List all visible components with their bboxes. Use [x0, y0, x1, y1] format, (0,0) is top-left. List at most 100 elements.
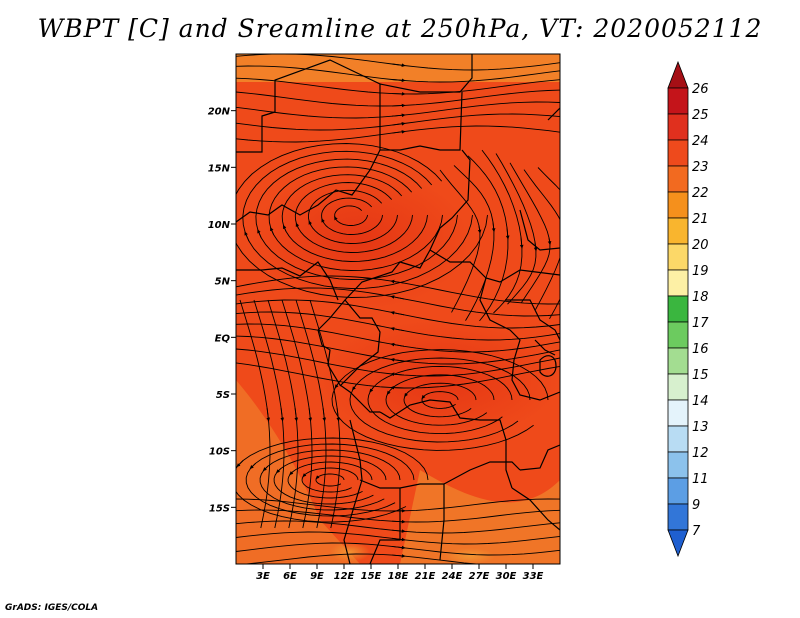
wbpt-field-southeast-band	[400, 470, 560, 564]
colorbar-segment	[667, 529, 689, 558]
streamline-arrow	[404, 392, 408, 398]
colorbar-label: 7	[692, 524, 701, 539]
streamline-arrow	[391, 554, 406, 558]
colorbar-label: 16	[692, 342, 709, 357]
streamline-arrow	[275, 468, 281, 474]
lon-tick-label: 15E	[361, 571, 382, 582]
lat-tick-label: 5N	[215, 277, 231, 288]
streamline-arrow	[315, 475, 320, 480]
colorbar-label: 12	[692, 446, 709, 461]
streamline-arrow	[257, 229, 262, 238]
colorbar-segment	[667, 295, 689, 323]
lon-tick-label: 33E	[523, 571, 544, 582]
streamline-arrow	[563, 228, 564, 234]
streamline-arrow	[491, 222, 496, 233]
colorbar-segment	[667, 139, 689, 167]
colorbar-segment	[667, 269, 689, 297]
streamline-arrow	[519, 237, 524, 249]
latitude-axis: 20N 15N 10N 5N EQ 5S 10S 15S	[208, 107, 236, 514]
streamline-arrow	[334, 216, 338, 221]
lon-tick-label: 12E	[334, 571, 355, 582]
streamline	[523, 169, 560, 310]
streamline-arrow	[390, 311, 405, 316]
grads-credit: GrADS: IGES/COLA	[5, 603, 99, 613]
streamline-arrow	[391, 113, 406, 118]
lat-tick-label: 10N	[208, 220, 231, 231]
streamline-arrow	[505, 227, 510, 240]
streamline-arrow	[547, 237, 552, 246]
colorbar-segment	[667, 451, 689, 479]
colorbar-label: 23	[692, 160, 709, 175]
country-borders	[236, 54, 560, 564]
streamline-arrow	[390, 342, 405, 347]
lon-tick-label: 30E	[496, 571, 517, 582]
colorbar-segment	[667, 191, 689, 219]
lat-tick-label: 15N	[208, 163, 231, 174]
colorbar-label: 11	[692, 472, 709, 487]
streamline-arrow	[295, 222, 300, 229]
streamline-arrow	[321, 218, 325, 223]
colorbar-segment	[667, 347, 689, 375]
lat-tick-label: EQ	[215, 333, 231, 344]
streamline-arrow	[391, 78, 406, 83]
colorbar-segment	[667, 113, 689, 141]
streamline-arrow	[294, 407, 299, 422]
lon-tick-label: 3E	[256, 571, 270, 582]
streamline-arrow	[391, 103, 406, 108]
streamline-arrow	[391, 529, 406, 533]
colorbar-segment	[667, 399, 689, 427]
lat-tick-label: 10S	[209, 447, 230, 458]
streamline-arrow	[244, 231, 250, 242]
streamline-arrow	[390, 358, 405, 362]
streamline-arrow	[352, 384, 357, 391]
streamline-arrow	[262, 465, 269, 472]
streamline-arrow	[334, 380, 341, 389]
streamline-arrow	[280, 407, 285, 422]
longitude-axis: 3E 6E 9E 12E 15E 18E 21E 24E 27E 30E 33E	[256, 564, 544, 582]
colorbar-label: 18	[692, 290, 709, 305]
streamline-arrow	[302, 473, 307, 478]
colorbar-label: 21	[692, 212, 709, 227]
streamline-arrow	[386, 390, 391, 395]
streamline-arrow	[289, 471, 294, 476]
colorbar-segment	[667, 87, 689, 115]
streamlines	[236, 54, 578, 564]
colorbar-label: 15	[692, 368, 709, 383]
colorbar: 26 25 24 23 22 21 20 19 18 17 16 15 14 13 12 11 9 7	[667, 60, 709, 558]
streamline-arrow	[477, 225, 482, 234]
colorbar-segment	[667, 373, 689, 401]
lon-tick-label: 18E	[388, 571, 409, 582]
streamline-arrow	[308, 220, 312, 226]
colorbar-label: 24	[692, 134, 709, 149]
wbpt-field-south-band	[236, 380, 360, 564]
lat-tick-label: 15S	[209, 503, 230, 514]
colorbar-segment	[667, 477, 689, 505]
colorbar-label: 9	[692, 498, 700, 513]
colorbar-segment	[667, 243, 689, 271]
colorbar-label: 22	[692, 186, 709, 201]
colorbar-label: 17	[692, 316, 709, 331]
streamline-arrow	[336, 407, 341, 422]
streamline	[236, 143, 488, 298]
streamline-arrow	[390, 327, 405, 332]
colorbar-label: 14	[692, 394, 709, 409]
streamline-arrow	[369, 387, 374, 393]
colorbar-segment	[667, 60, 689, 89]
colorbar-segment	[667, 425, 689, 453]
map-plot-area	[236, 54, 578, 564]
streamline-arrow	[391, 519, 406, 524]
wbpt-field-coolspot	[330, 542, 370, 562]
lon-tick-label: 6E	[283, 571, 297, 582]
streamline	[537, 167, 560, 320]
lon-tick-label: 24E	[442, 571, 463, 582]
streamline-arrow	[391, 63, 406, 68]
lon-tick-label: 21E	[415, 571, 436, 582]
colorbar-label: 13	[692, 420, 709, 435]
streamline-arrow	[390, 279, 405, 284]
wbpt-field-hotspot	[250, 170, 470, 310]
streamline-arrow	[266, 407, 271, 422]
streamline-arrow	[391, 130, 406, 134]
colorbar-label: 26	[692, 82, 709, 97]
streamline-arrow	[577, 222, 578, 230]
